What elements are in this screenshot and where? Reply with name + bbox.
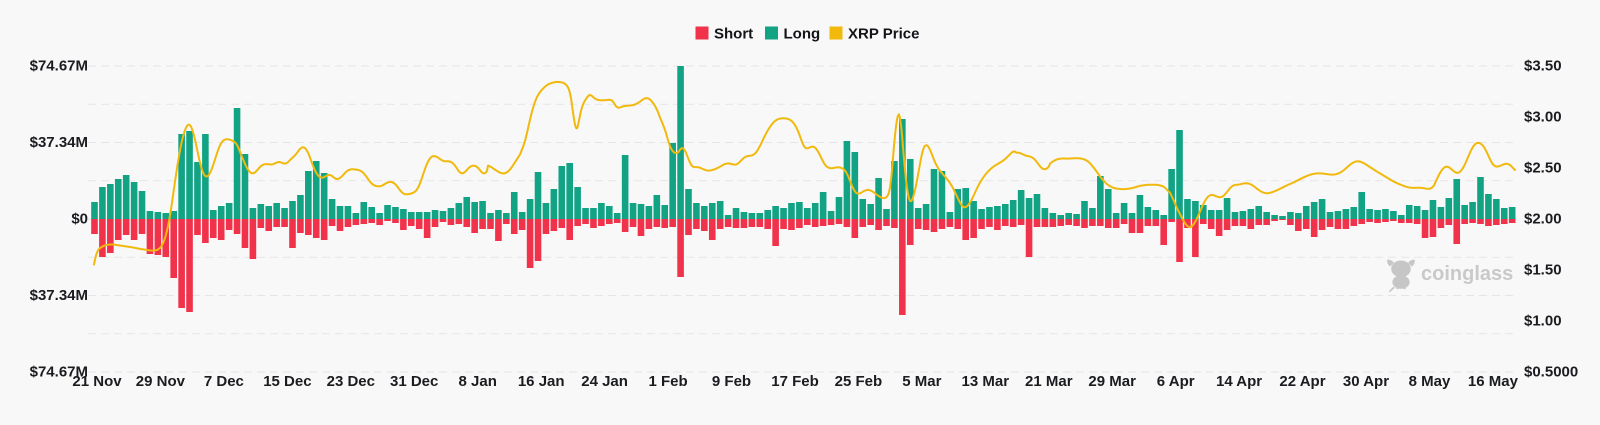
svg-text:29 Mar: 29 Mar [1088, 373, 1136, 390]
svg-text:25 Feb: 25 Feb [835, 373, 883, 390]
svg-text:21 Mar: 21 Mar [1025, 373, 1073, 390]
svg-text:$0.5000: $0.5000 [1524, 364, 1578, 381]
svg-text:$2.50: $2.50 [1524, 160, 1562, 177]
svg-text:21 Nov: 21 Nov [72, 373, 122, 390]
svg-text:22 Apr: 22 Apr [1279, 373, 1325, 390]
svg-text:$2.00: $2.00 [1524, 211, 1562, 228]
svg-text:XRP Price: XRP Price [848, 26, 919, 43]
svg-text:16 May: 16 May [1468, 373, 1519, 390]
svg-text:$1.00: $1.00 [1524, 313, 1562, 330]
svg-text:9 Feb: 9 Feb [712, 373, 751, 390]
svg-text:1 Feb: 1 Feb [649, 373, 688, 390]
svg-text:$37.34M: $37.34M [30, 134, 88, 151]
svg-text:$3.50: $3.50 [1524, 58, 1562, 75]
svg-text:17 Feb: 17 Feb [771, 373, 819, 390]
svg-text:$74.67M: $74.67M [30, 58, 88, 75]
svg-text:$74.67M: $74.67M [30, 364, 88, 381]
svg-text:5 Mar: 5 Mar [902, 373, 941, 390]
svg-text:16 Jan: 16 Jan [518, 373, 565, 390]
svg-text:8 Jan: 8 Jan [459, 373, 497, 390]
svg-text:23 Dec: 23 Dec [327, 373, 375, 390]
svg-text:14 Apr: 14 Apr [1216, 373, 1262, 390]
svg-text:15 Dec: 15 Dec [263, 373, 311, 390]
svg-text:$3.00: $3.00 [1524, 109, 1562, 126]
svg-text:Long: Long [784, 26, 821, 43]
svg-text:$37.34M: $37.34M [30, 287, 88, 304]
svg-text:24 Jan: 24 Jan [581, 373, 628, 390]
svg-text:30 Apr: 30 Apr [1343, 373, 1389, 390]
svg-text:31 Dec: 31 Dec [390, 373, 438, 390]
svg-text:7 Dec: 7 Dec [204, 373, 244, 390]
svg-text:$1.50: $1.50 [1524, 262, 1562, 279]
svg-text:Short: Short [714, 26, 753, 43]
svg-text:coinglass: coinglass [1421, 263, 1513, 285]
svg-text:29 Nov: 29 Nov [136, 373, 186, 390]
svg-text:$0: $0 [71, 211, 88, 228]
svg-text:6 Apr: 6 Apr [1157, 373, 1195, 390]
svg-text:13 Mar: 13 Mar [962, 373, 1010, 390]
svg-text:8 May: 8 May [1409, 373, 1451, 390]
